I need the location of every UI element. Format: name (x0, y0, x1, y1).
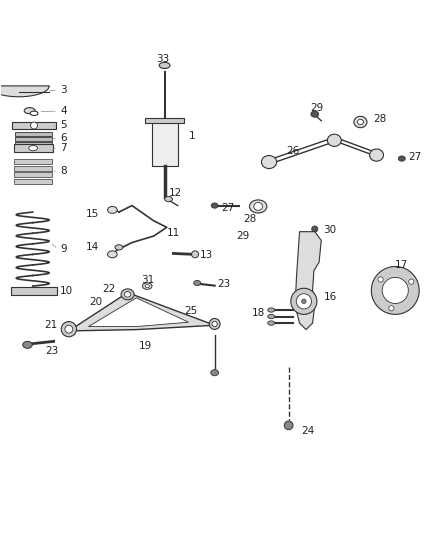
Ellipse shape (115, 245, 123, 250)
Text: 1: 1 (188, 131, 195, 141)
Text: 20: 20 (89, 297, 102, 307)
Ellipse shape (398, 156, 405, 161)
Text: 23: 23 (45, 346, 58, 356)
Ellipse shape (296, 294, 311, 309)
Ellipse shape (211, 203, 218, 208)
Ellipse shape (29, 146, 38, 151)
Text: 16: 16 (323, 292, 337, 302)
Ellipse shape (254, 203, 262, 211)
Bar (15, 142, 52, 147)
Bar (14, 166, 52, 171)
Polygon shape (382, 277, 408, 303)
Text: 30: 30 (323, 225, 336, 235)
Text: 3: 3 (60, 85, 67, 95)
Ellipse shape (194, 280, 201, 286)
Text: 29: 29 (237, 231, 250, 241)
Polygon shape (88, 298, 188, 327)
Text: 14: 14 (86, 243, 99, 252)
Ellipse shape (30, 111, 38, 116)
Polygon shape (69, 293, 215, 331)
Ellipse shape (370, 149, 384, 161)
Polygon shape (0, 86, 49, 97)
Text: 28: 28 (243, 214, 256, 224)
Text: 8: 8 (60, 166, 67, 176)
Text: 23: 23 (217, 279, 230, 289)
Text: 15: 15 (86, 209, 99, 219)
Text: 31: 31 (141, 276, 154, 286)
Text: 33: 33 (156, 54, 169, 64)
Text: 29: 29 (311, 103, 324, 112)
Polygon shape (371, 266, 419, 314)
Ellipse shape (357, 119, 364, 125)
Ellipse shape (211, 370, 219, 376)
Ellipse shape (284, 421, 293, 430)
Ellipse shape (142, 283, 152, 289)
Ellipse shape (311, 111, 319, 117)
Text: 25: 25 (184, 306, 198, 316)
Text: 10: 10 (60, 286, 73, 296)
Text: 21: 21 (44, 320, 57, 330)
Ellipse shape (268, 308, 275, 312)
Ellipse shape (389, 306, 394, 311)
Text: 11: 11 (167, 228, 180, 238)
Bar (14, 159, 52, 164)
Bar (14, 179, 52, 184)
Ellipse shape (61, 321, 77, 337)
Text: 12: 12 (169, 188, 182, 198)
Bar (14, 173, 52, 177)
Ellipse shape (327, 134, 341, 147)
Bar (12, 122, 56, 130)
Bar (145, 118, 184, 123)
Ellipse shape (312, 226, 318, 232)
Text: 28: 28 (374, 114, 387, 124)
Text: 27: 27 (221, 203, 234, 213)
Ellipse shape (378, 277, 383, 282)
Bar (11, 287, 57, 295)
Ellipse shape (409, 279, 414, 284)
Text: 5: 5 (60, 120, 67, 131)
Ellipse shape (23, 341, 32, 349)
Bar (14, 144, 53, 152)
Ellipse shape (354, 116, 367, 128)
Ellipse shape (302, 299, 306, 303)
Text: 27: 27 (408, 152, 421, 162)
Ellipse shape (121, 289, 134, 300)
Ellipse shape (191, 251, 198, 258)
Ellipse shape (268, 314, 275, 319)
Ellipse shape (291, 288, 317, 314)
Bar (152, 120, 178, 166)
Ellipse shape (145, 285, 149, 288)
Bar (15, 132, 52, 136)
Text: 18: 18 (252, 308, 265, 318)
Text: 26: 26 (286, 146, 300, 156)
Text: 24: 24 (302, 426, 315, 436)
Text: 19: 19 (138, 341, 152, 351)
Ellipse shape (209, 319, 220, 329)
Ellipse shape (268, 321, 275, 325)
Ellipse shape (31, 122, 38, 129)
Polygon shape (295, 232, 321, 329)
Ellipse shape (124, 292, 131, 297)
Text: 22: 22 (102, 284, 116, 294)
Ellipse shape (212, 321, 217, 327)
Text: 4: 4 (60, 106, 67, 116)
Text: 17: 17 (395, 260, 409, 270)
Text: 13: 13 (199, 250, 213, 260)
Ellipse shape (24, 108, 35, 114)
Text: 6: 6 (60, 133, 67, 143)
Ellipse shape (108, 206, 117, 213)
Ellipse shape (108, 251, 117, 258)
Text: 9: 9 (60, 244, 67, 254)
Text: 7: 7 (60, 143, 67, 153)
Bar (15, 137, 52, 141)
Ellipse shape (159, 62, 170, 68)
Ellipse shape (165, 197, 173, 201)
Ellipse shape (65, 325, 73, 333)
Ellipse shape (250, 200, 267, 213)
Ellipse shape (261, 156, 277, 168)
